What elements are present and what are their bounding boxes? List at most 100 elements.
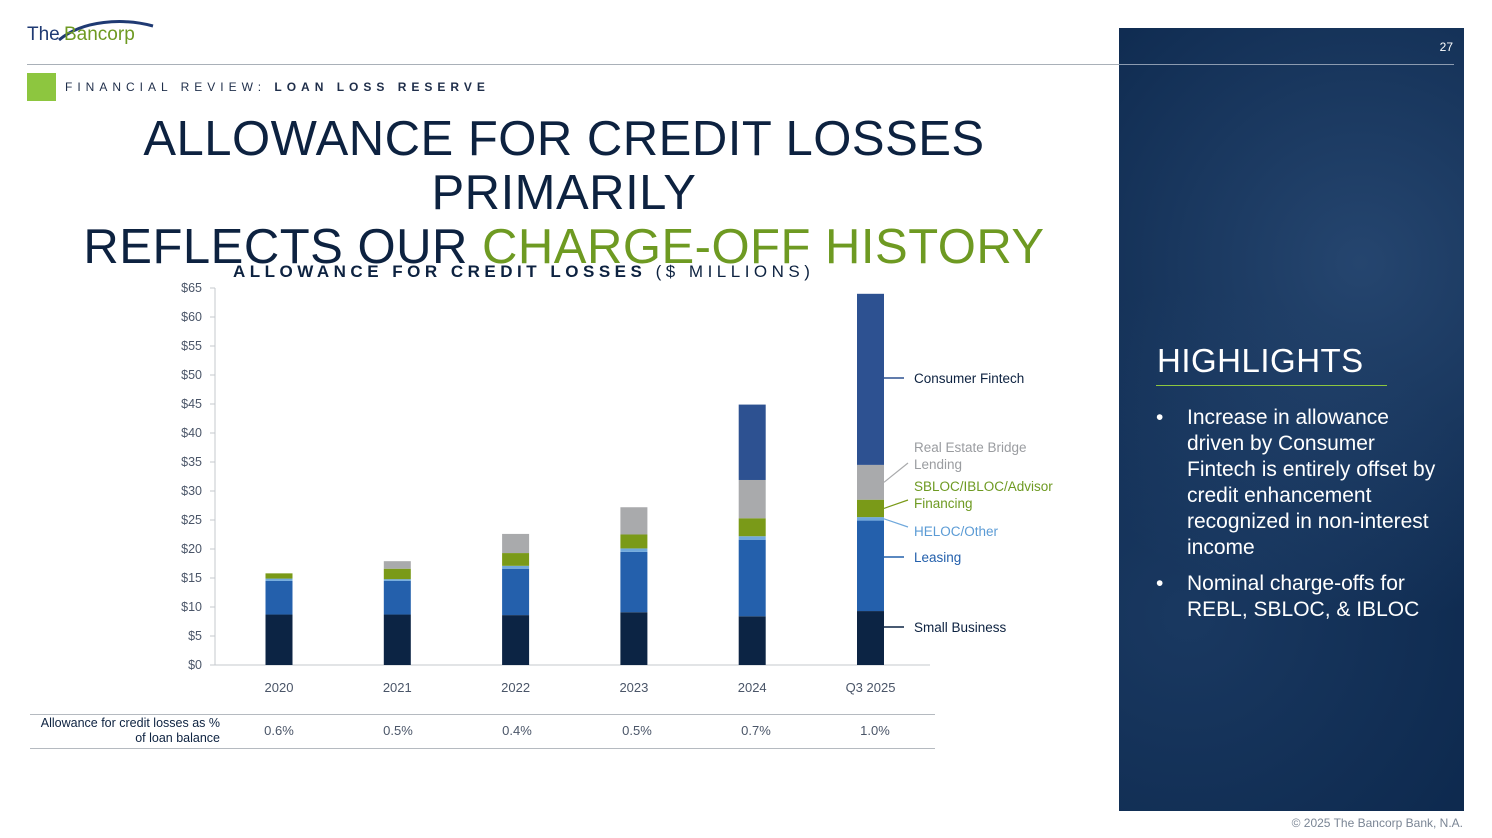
page-title: ALLOWANCE FOR CREDIT LOSSES PRIMARILY RE… xyxy=(20,112,1108,274)
bar-segment-small-business xyxy=(502,615,530,665)
section-title: LOAN LOSS RESERVE xyxy=(274,80,490,94)
y-tick-label: $65 xyxy=(181,281,202,295)
y-tick-label: $60 xyxy=(181,310,202,324)
title-line-2-highlight: CHARGE-OFF HISTORY xyxy=(481,220,1045,274)
y-tick-label: $15 xyxy=(181,571,202,585)
bar-segment-leasing xyxy=(265,580,293,615)
logo-swoosh-icon xyxy=(58,20,154,42)
legend-label: Real Estate Bridge xyxy=(914,440,1027,455)
table-value-q3-2025: 1.0% xyxy=(860,723,890,738)
legend-label: Consumer Fintech xyxy=(914,371,1024,386)
bar-segment-small-business xyxy=(620,612,648,665)
x-tick-label: 2023 xyxy=(619,680,648,695)
legend-label: SBLOC/IBLOC/Advisor xyxy=(914,479,1053,494)
legend-connector xyxy=(883,518,909,528)
highlights-rule xyxy=(1156,385,1387,386)
bar-segment-leasing xyxy=(738,539,766,617)
y-tick-label: $55 xyxy=(181,339,202,353)
legend-connector xyxy=(883,462,909,483)
bar-segment-real-estate-bridge-lending xyxy=(502,533,530,554)
y-tick-label: $45 xyxy=(181,397,202,411)
bullet-dot: • xyxy=(1156,406,1164,429)
page-number: 27 xyxy=(1439,40,1453,54)
y-tick-label: $30 xyxy=(181,484,202,498)
x-tick-label: 2020 xyxy=(265,680,294,695)
y-tick-label: $25 xyxy=(181,513,202,527)
y-tick-label: $40 xyxy=(181,426,202,440)
highlights-title: HIGHLIGHTS xyxy=(1157,342,1364,379)
bar-segment-small-business xyxy=(857,611,884,665)
table-rule-top xyxy=(30,714,935,715)
header-rule xyxy=(27,64,1454,65)
bar-segment-small-business xyxy=(738,616,766,665)
bar-segment-heloc-other xyxy=(620,548,648,552)
bar-segment-leasing xyxy=(502,568,530,616)
table-value-2022: 0.4% xyxy=(502,723,532,738)
table-rule-bottom xyxy=(30,748,935,749)
panel-background xyxy=(1119,28,1464,811)
bar-segment-sbloc-ibloc-advisor-financing xyxy=(620,534,648,549)
bar-segment-real-estate-bridge-lending xyxy=(857,464,884,500)
legend-label: Leasing xyxy=(914,550,961,565)
legend-label: Small Business xyxy=(914,620,1007,635)
title-line-2: REFLECTS OUR CHARGE-OFF HISTORY xyxy=(20,220,1108,274)
bar-segment-real-estate-bridge-lending xyxy=(383,561,411,569)
legend-label: HELOC/Other xyxy=(914,524,999,539)
bullet-dot: • xyxy=(1156,572,1164,595)
table-value-2023: 0.5% xyxy=(622,723,652,738)
allowance-stacked-bar-chart: $0 $5 $10 $15 $20 $25 $30 $35 $40 $45 $50 $55 $60 $65… xyxy=(181,281,1053,695)
y-tick-label: $20 xyxy=(181,542,202,556)
highlight-text: Nominal charge-offs for REBL, SBLOC, & I… xyxy=(1187,572,1420,621)
highlight-bullet: • Nominal charge-offs for REBL, SBLOC, & … xyxy=(1156,571,1446,623)
bar-segment-leasing xyxy=(857,520,884,612)
section-marker xyxy=(27,73,56,101)
bar-segment-small-business xyxy=(383,614,411,665)
panel-rule xyxy=(1119,64,1454,65)
bar-segment-consumer-fintech xyxy=(738,404,766,480)
x-tick-label: 2021 xyxy=(383,680,412,695)
bar-segment-consumer-fintech xyxy=(857,293,884,465)
bancorp-logo: The Bancorp xyxy=(27,18,157,60)
legend-connector xyxy=(883,499,909,509)
bar-segment-heloc-other xyxy=(502,565,530,569)
logo-name: Bancorp xyxy=(64,24,135,45)
section-prefix: FINANCIAL REVIEW: xyxy=(65,80,267,94)
bar-segment-heloc-other xyxy=(265,578,293,581)
y-tick-label: $5 xyxy=(188,629,202,643)
bar-segment-leasing xyxy=(383,580,411,615)
bar-segment-sbloc-ibloc-advisor-financing xyxy=(265,573,293,579)
bar-segment-leasing xyxy=(620,551,648,613)
bar-segment-real-estate-bridge-lending xyxy=(620,507,648,535)
bar-segment-sbloc-ibloc-advisor-financing xyxy=(738,518,766,537)
bar-segment-heloc-other xyxy=(857,517,884,521)
bar-segment-small-business xyxy=(265,614,293,665)
logo-the: The xyxy=(27,24,60,45)
title-line-2-prefix: REFLECTS OUR xyxy=(83,220,482,274)
y-tick-label: $10 xyxy=(181,600,202,614)
table-value-2024: 0.7% xyxy=(741,723,771,738)
table-row-label: Allowance for credit losses as % of loan… xyxy=(40,716,220,745)
legend-label: Financing xyxy=(914,496,973,511)
section-heading: FINANCIAL REVIEW: LOAN LOSS RESERVE xyxy=(65,80,490,94)
highlight-bullet: • Increase in allowance driven by Consume… xyxy=(1156,405,1446,561)
chart-title-units: ($ MILLIONS) xyxy=(655,262,815,281)
bar-segment-real-estate-bridge-lending xyxy=(738,479,766,519)
bar-segment-sbloc-ibloc-advisor-financing xyxy=(502,553,530,566)
highlights-list: • Increase in allowance driven by Consume… xyxy=(1156,405,1446,633)
table-value-2020: 0.6% xyxy=(264,723,294,738)
x-tick-label: Q3 2025 xyxy=(846,680,896,695)
highlights-panel xyxy=(1119,28,1464,811)
bar-segment-sbloc-ibloc-advisor-financing xyxy=(857,499,884,518)
chart-title-main: ALLOWANCE FOR CREDIT LOSSES xyxy=(233,262,647,281)
x-tick-label: 2022 xyxy=(501,680,530,695)
y-tick-label: $0 xyxy=(188,658,202,672)
bar-segment-sbloc-ibloc-advisor-financing xyxy=(383,568,411,580)
y-tick-label: $35 xyxy=(181,455,202,469)
x-tick-label: 2024 xyxy=(738,680,767,695)
copyright: © 2025 The Bancorp Bank, N.A. xyxy=(1291,816,1463,830)
bar-segment-heloc-other xyxy=(383,579,411,581)
chart-title: ALLOWANCE FOR CREDIT LOSSES ($ MILLIONS) xyxy=(233,262,814,282)
legend-label: Lending xyxy=(914,457,962,472)
y-tick-label: $50 xyxy=(181,368,202,382)
table-value-2021: 0.5% xyxy=(383,723,413,738)
